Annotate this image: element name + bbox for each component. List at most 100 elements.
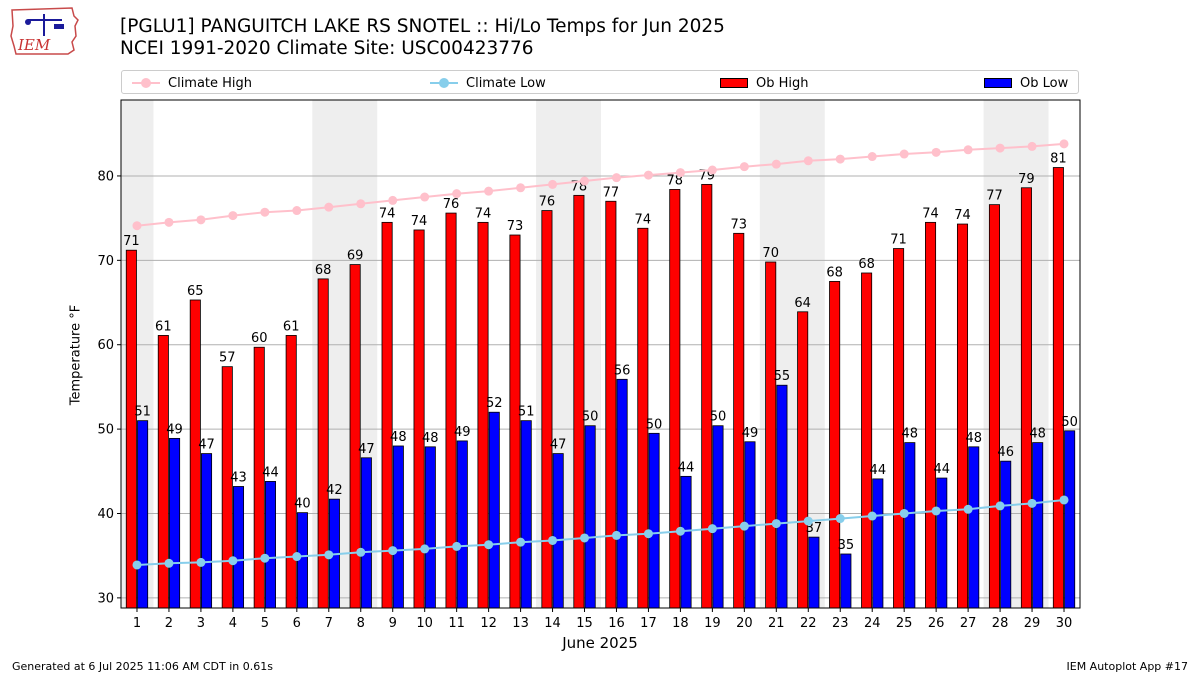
- y-tick-label: 80: [97, 169, 114, 184]
- climate-high-point: [899, 149, 909, 159]
- ob-high-bar: [1052, 167, 1064, 609]
- ob-high-label: 74: [635, 212, 652, 227]
- ob-high-label: 71: [123, 234, 140, 249]
- ob-low-bar: [712, 425, 724, 609]
- climate-low-point: [516, 537, 526, 547]
- ob-low-label: 44: [678, 460, 695, 475]
- climate-low-point: [484, 540, 494, 550]
- ob-low-label: 56: [614, 363, 631, 378]
- ob-high-bar: [605, 200, 617, 609]
- ob-low-label: 49: [742, 426, 759, 441]
- ob-high-bar: [509, 234, 521, 609]
- ob-low-bar: [392, 445, 404, 609]
- ob-low-label: 55: [774, 369, 791, 384]
- climate-low-point: [643, 529, 653, 539]
- x-tick-label: 26: [928, 616, 945, 631]
- ob-high-label: 61: [155, 319, 172, 334]
- climate-low-point: [675, 526, 685, 536]
- ob-low-bar: [520, 420, 532, 609]
- ob-high-label: 70: [762, 246, 779, 261]
- ob-low-label: 48: [965, 431, 982, 446]
- ob-low-label: 47: [198, 438, 215, 453]
- climate-low-point: [196, 557, 206, 567]
- ob-low-label: 47: [550, 438, 567, 453]
- ob-low-label: 48: [390, 430, 407, 445]
- ob-low-label: 49: [454, 425, 471, 440]
- chart-legend: Climate High Climate Low Ob High Ob Low: [121, 70, 1079, 94]
- ob-high-swatch-icon: [720, 78, 748, 88]
- climate-high-point: [580, 176, 590, 186]
- ob-high-bar: [733, 232, 745, 609]
- ob-low-bar: [936, 477, 948, 609]
- ob-low-bar: [169, 437, 181, 609]
- ob-low-bar: [968, 446, 980, 609]
- climate-high-point: [1027, 141, 1037, 151]
- ob-low-label: 52: [486, 396, 503, 411]
- ob-low-bar: [680, 475, 692, 609]
- ob-low-bar: [872, 478, 884, 609]
- ob-high-label: 77: [986, 189, 1003, 204]
- legend-ob-high: Ob High: [720, 74, 809, 92]
- ob-low-label: 50: [710, 410, 727, 425]
- x-tick-label: 24: [864, 616, 881, 631]
- climate-low-point: [548, 535, 558, 545]
- ob-low-bar: [232, 486, 245, 609]
- ob-high-bar: [829, 281, 841, 609]
- ob-high-bar: [349, 264, 361, 609]
- climate-low-point: [132, 560, 142, 570]
- ob-low-label: 48: [1029, 427, 1046, 442]
- climate-low-point: [739, 521, 749, 531]
- legend-climate-low-label: Climate Low: [466, 75, 546, 91]
- ob-high-bar: [669, 189, 681, 609]
- ob-low-bar: [840, 553, 852, 609]
- climate-low-point: [260, 553, 270, 563]
- x-tick-label: 22: [800, 616, 817, 631]
- ob-low-label: 49: [166, 422, 183, 437]
- x-tick-label: 12: [480, 616, 497, 631]
- ob-high-label: 74: [954, 208, 971, 223]
- y-tick-label: 40: [97, 507, 114, 522]
- ob-low-bar: [488, 411, 500, 609]
- ob-high-bar: [573, 194, 585, 609]
- climate-high-point: [675, 168, 685, 178]
- ob-low-label: 42: [326, 483, 343, 498]
- ob-high-label: 78: [667, 173, 684, 188]
- ob-high-label: 64: [794, 296, 811, 311]
- climate-low-line: [136, 499, 1065, 566]
- ob-high-label: 81: [1050, 152, 1067, 167]
- ob-low-bar: [584, 425, 596, 609]
- ob-low-bar: [776, 384, 788, 609]
- legend-ob-low-label: Ob Low: [1020, 75, 1069, 91]
- ob-high-bar: [125, 249, 137, 609]
- climate-high-point: [931, 147, 941, 157]
- x-tick-label: 20: [736, 616, 753, 631]
- ob-high-label: 65: [187, 284, 204, 299]
- climate-high-point: [771, 159, 781, 169]
- x-tick-label: 9: [389, 616, 397, 631]
- legend-climate-high-label: Climate High: [168, 75, 253, 91]
- x-tick-label: 29: [1024, 616, 1041, 631]
- climate-high-line: [136, 142, 1065, 227]
- climate-low-point: [324, 550, 334, 560]
- climate-low-point: [580, 533, 590, 543]
- climate-high-point: [228, 211, 238, 221]
- legend-climate-high: Climate High: [132, 74, 252, 92]
- legend-ob-low: Ob Low: [984, 74, 1068, 92]
- x-tick-label: 6: [293, 616, 301, 631]
- ob-high-label: 74: [379, 206, 396, 221]
- logo-text: IEM: [17, 36, 51, 54]
- ob-high-bar: [925, 221, 937, 609]
- climate-high-point: [803, 156, 813, 166]
- ob-high-bar: [221, 366, 233, 609]
- ob-high-label: 71: [890, 233, 907, 248]
- x-tick-label: 1: [133, 616, 141, 631]
- climate-high-point: [388, 195, 398, 205]
- ob-low-label: 40: [294, 497, 311, 512]
- ob-low-bar: [616, 378, 628, 609]
- ob-low-bar: [201, 453, 213, 609]
- ob-low-label: 46: [997, 445, 1014, 460]
- climate-low-point: [707, 524, 717, 534]
- ob-low-swatch-icon: [984, 78, 1012, 88]
- ob-high-label: 60: [251, 331, 268, 346]
